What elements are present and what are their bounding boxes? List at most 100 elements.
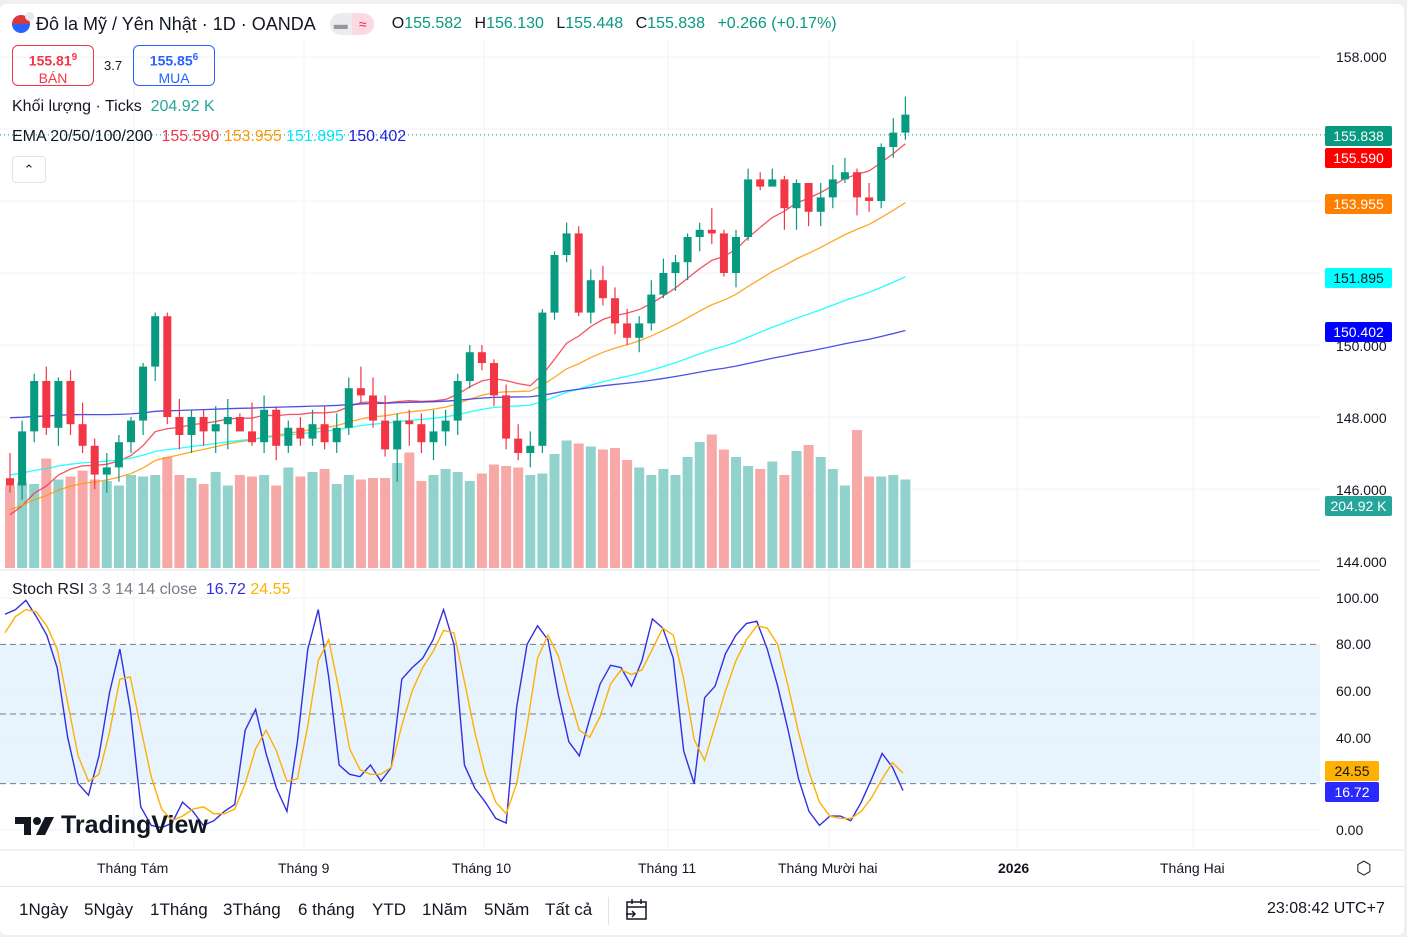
candle-body: [598, 280, 607, 299]
volume-legend[interactable]: Khối lượng · Ticks 204.92 K: [12, 98, 215, 115]
volume-bar: [162, 457, 173, 568]
volume-bar: [355, 479, 366, 568]
stoch-d-tag: 24.55: [1325, 761, 1379, 781]
range-6m-button[interactable]: 6 tháng: [298, 900, 355, 919]
ema20-tag: 155.590: [1325, 148, 1392, 168]
time-label: Tháng 11: [638, 860, 697, 876]
range-5d-button[interactable]: 5Ngày: [84, 900, 134, 919]
candle: [405, 409, 414, 446]
candle: [127, 417, 135, 453]
tradingview-logo[interactable]: TradingView: [15, 811, 208, 840]
volume-bar: [126, 475, 136, 568]
symbol-title[interactable]: Đô la Mỹ / Yên Nhật · 1D · OANDA: [36, 13, 316, 34]
candle: [732, 229, 740, 288]
volume-bar: [646, 475, 657, 568]
candle-body: [659, 273, 668, 295]
candle-body: [611, 298, 619, 324]
status-pill[interactable]: ▬ ≈: [329, 13, 374, 35]
stoch-tick: 100.00: [1336, 590, 1379, 606]
volume-bar: [428, 475, 439, 568]
candle: [369, 377, 377, 428]
tradingview-logo-icon: [15, 816, 54, 835]
volume-bar: [65, 476, 76, 568]
us-jp-flag-icon: [12, 12, 34, 33]
volume-bar: [77, 470, 88, 568]
candle: [889, 118, 898, 158]
candle-body: [707, 229, 716, 234]
candle-body: [526, 445, 535, 453]
market-closed-icon: ▬: [329, 13, 352, 35]
candle: [816, 183, 825, 227]
volume-bar: [864, 476, 875, 568]
volume-bar: [767, 461, 778, 568]
candle-body: [248, 431, 256, 443]
candle-body: [284, 427, 293, 446]
range-1y-button[interactable]: 1Năm: [422, 900, 468, 919]
candle-body: [78, 424, 87, 446]
volume-bar: [513, 467, 524, 568]
candle-body: [175, 417, 184, 435]
ema20-value: 155.590: [161, 128, 220, 145]
volume-bar: [900, 479, 911, 568]
candle: [526, 431, 535, 468]
stoch-legend[interactable]: Stoch RSI 3 3 14 14 close 16.72 24.55: [12, 581, 291, 598]
range-3m-button[interactable]: 3Tháng: [223, 900, 281, 919]
candle-body: [877, 147, 886, 201]
sell-button[interactable]: 155.819 BÁN: [12, 45, 94, 86]
volume-bar: [198, 484, 209, 568]
volume-bar: [658, 469, 669, 568]
volume-bar: [416, 481, 427, 568]
settings-hexagon-icon[interactable]: ⬡: [1356, 858, 1372, 878]
candle: [284, 420, 293, 453]
candle: [114, 435, 123, 482]
range-1m-button[interactable]: 1Tháng: [150, 900, 208, 919]
candle: [719, 229, 728, 277]
candle: [199, 409, 208, 446]
ema-legend[interactable]: EMA 20/50/100/200 155.590 153.955 151.89…: [12, 128, 407, 145]
volume-bar: [682, 457, 693, 568]
volume-bar: [234, 475, 245, 568]
candle: [671, 255, 680, 291]
volume-bar: [247, 476, 257, 568]
stoch-k-line: [4, 599, 904, 829]
volume-bar: [573, 443, 584, 568]
time-label: Tháng Tám: [97, 860, 169, 876]
volume-bar: [779, 475, 790, 568]
candle: [514, 424, 523, 461]
candle-body: [768, 179, 777, 187]
candle: [744, 168, 753, 241]
stoch-tick: 80.00: [1336, 636, 1372, 652]
price-tick: 146.000: [1336, 482, 1387, 498]
candle-body: [865, 197, 874, 201]
candle-body: [719, 233, 728, 273]
volume-bar: [706, 434, 717, 568]
volume-bar: [731, 457, 741, 568]
go-to-date-button[interactable]: [624, 897, 650, 928]
candle-body: [102, 467, 111, 475]
stoch-k-tag: 16.72: [1325, 782, 1379, 802]
volume-bar: [392, 463, 403, 568]
volume-bar: [537, 473, 548, 568]
volume-bar: [53, 479, 64, 568]
candle: [78, 402, 87, 453]
clock-timezone[interactable]: 23:08:42 UTC+7: [1267, 900, 1385, 917]
buy-button[interactable]: 155.856 MUA: [133, 45, 215, 86]
volume-bar: [525, 475, 536, 568]
bottom-toolbar: [0, 886, 1404, 934]
candle: [417, 413, 426, 453]
candle: [260, 395, 269, 453]
candle-body: [151, 316, 160, 367]
candle: [840, 157, 849, 183]
candle-body: [320, 424, 329, 443]
volume-bar: [307, 472, 318, 568]
ema20-line: [9, 143, 906, 516]
volume-bar: [331, 484, 342, 568]
candle: [647, 280, 656, 331]
range-all-button[interactable]: Tất cả: [545, 900, 593, 919]
candle: [356, 366, 365, 403]
range-ytd-button[interactable]: YTD: [372, 900, 406, 919]
collapse-legend-button[interactable]: ⌃: [12, 156, 46, 183]
range-1d-button[interactable]: 1Ngày: [19, 900, 69, 919]
range-5y-button[interactable]: 5Năm: [484, 900, 530, 919]
